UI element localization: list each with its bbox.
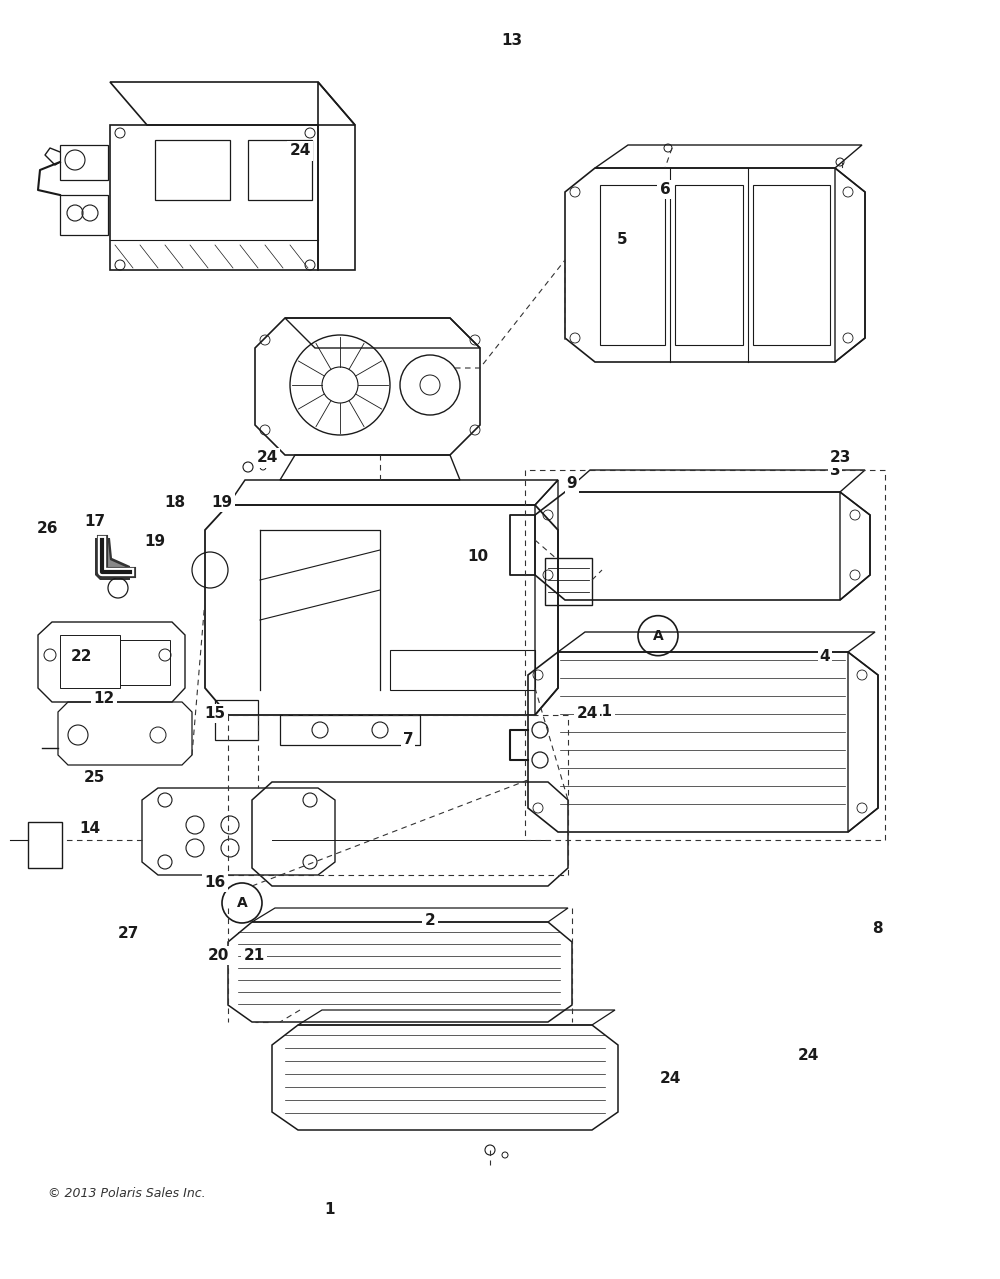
Text: 23: 23: [829, 450, 851, 466]
Text: 12: 12: [93, 691, 115, 706]
Text: 7: 7: [403, 732, 413, 747]
Text: 24: 24: [289, 143, 311, 159]
Text: 3: 3: [830, 463, 840, 478]
Text: 10: 10: [467, 549, 489, 564]
Text: 6: 6: [660, 182, 670, 197]
Text: 22: 22: [71, 648, 93, 664]
Text: 24: 24: [256, 450, 278, 466]
Text: A: A: [653, 629, 663, 642]
Text: 26: 26: [37, 521, 59, 536]
Text: A: A: [237, 897, 247, 909]
Text: 27: 27: [117, 926, 139, 941]
Text: 16: 16: [204, 875, 226, 890]
Text: 5: 5: [617, 231, 627, 247]
Text: © 2013 Polaris Sales Inc.: © 2013 Polaris Sales Inc.: [48, 1187, 206, 1200]
Polygon shape: [100, 542, 128, 576]
Text: 14: 14: [79, 821, 101, 836]
Text: 20: 20: [207, 948, 229, 963]
Text: 24: 24: [576, 706, 598, 721]
Text: 24: 24: [659, 1071, 681, 1086]
Text: 2: 2: [425, 913, 435, 929]
Text: 18: 18: [164, 495, 186, 510]
Text: 19: 19: [211, 495, 233, 510]
Text: 11: 11: [592, 703, 612, 719]
Text: 19: 19: [144, 533, 166, 549]
Text: 24: 24: [797, 1048, 819, 1063]
Text: 17: 17: [84, 514, 106, 530]
Text: 4: 4: [820, 648, 830, 664]
Polygon shape: [95, 538, 130, 579]
Text: 25: 25: [83, 770, 105, 785]
Text: 15: 15: [204, 706, 226, 721]
Text: 21: 21: [243, 948, 265, 963]
Text: 9: 9: [567, 476, 577, 491]
Text: 13: 13: [501, 33, 523, 49]
Text: 1: 1: [325, 1202, 335, 1218]
Text: 8: 8: [872, 921, 882, 936]
